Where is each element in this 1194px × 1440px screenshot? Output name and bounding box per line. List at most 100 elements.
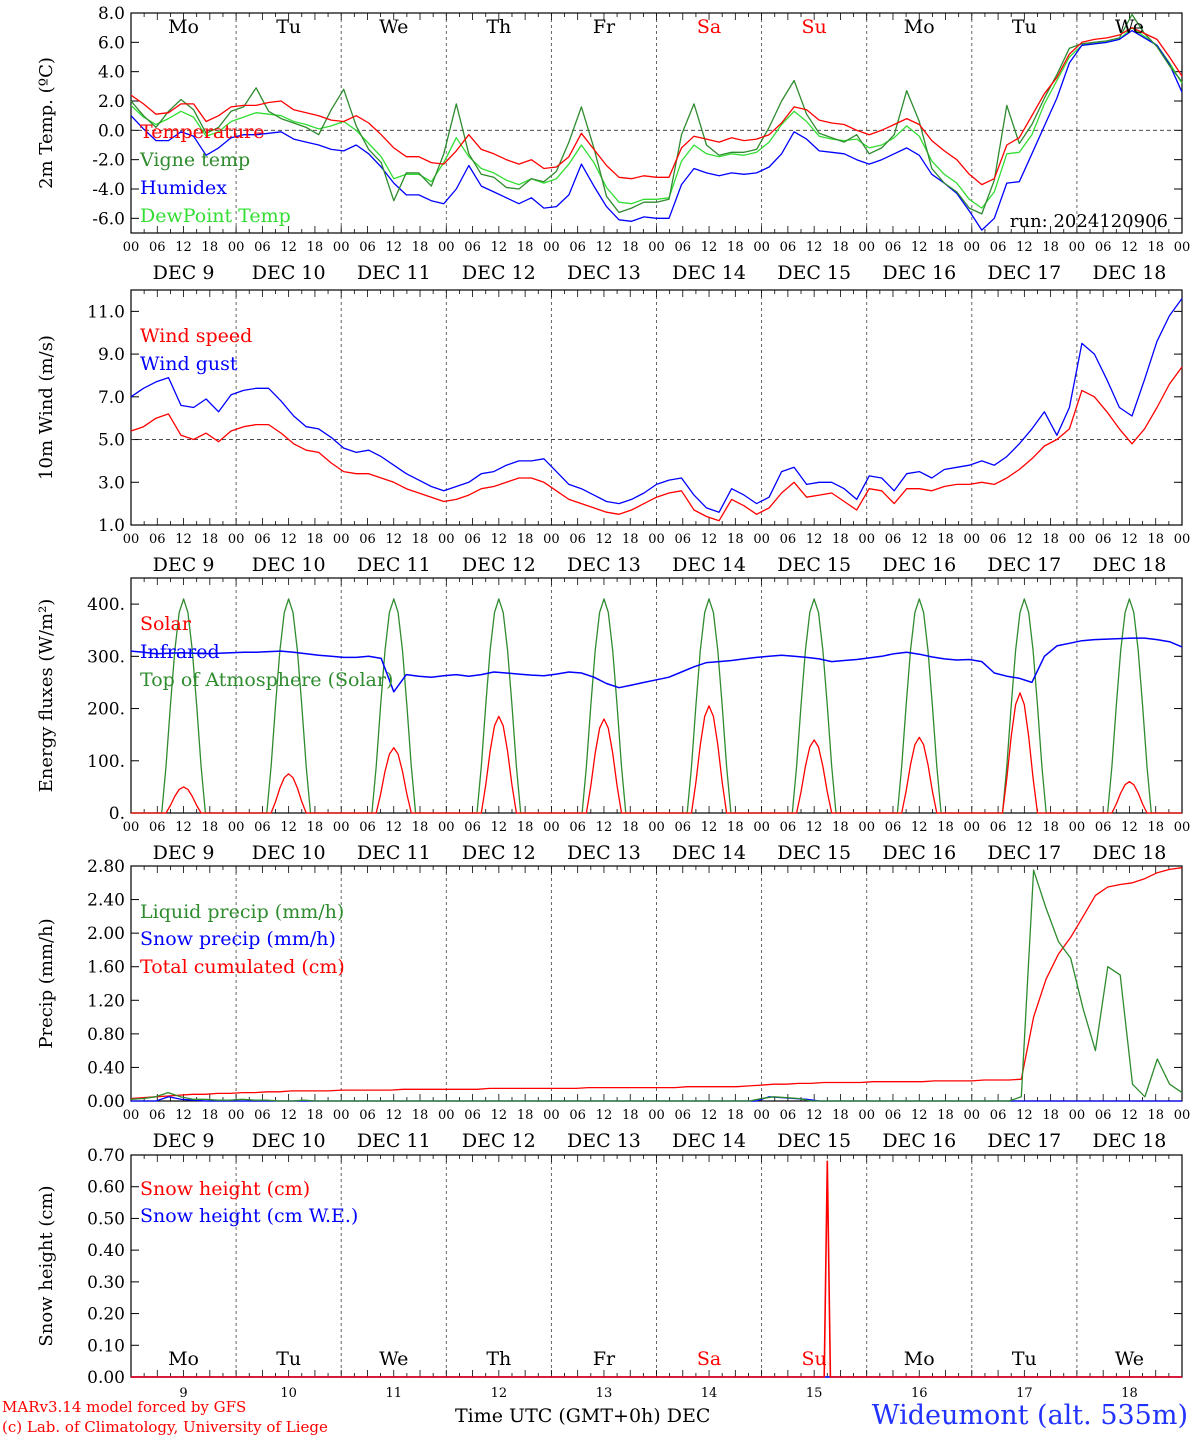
day-number: 15	[806, 1386, 823, 1401]
x-hour-label: 06	[569, 240, 586, 255]
x-day-label: DEC 15	[777, 1130, 851, 1152]
y-tick-label: 6.0	[98, 33, 125, 53]
y-tick-label: 0.40	[87, 1241, 125, 1261]
x-day-label: DEC 13	[567, 554, 641, 576]
day-name: Tu	[1012, 1348, 1037, 1370]
x-day-label: DEC 13	[567, 262, 641, 284]
legend-entry: Top of Atmosphere (Solar)	[140, 669, 393, 691]
day-name: We	[379, 1348, 408, 1370]
x-hour-label: 00	[648, 240, 665, 255]
legend-entry: Liquid precip (mm/h)	[140, 901, 344, 923]
x-day-label: DEC 12	[462, 262, 536, 284]
x-hour-label: 12	[806, 820, 823, 835]
x-hour-label: 00	[858, 1108, 875, 1123]
x-hour-label: 18	[832, 1108, 849, 1123]
day-name: Fr	[593, 1348, 616, 1370]
x-hour-label: 06	[675, 532, 692, 547]
x-hour-label: 12	[280, 820, 297, 835]
x-hour-label: 12	[806, 240, 823, 255]
x-hour-label: 06	[464, 1108, 481, 1123]
x-hour-label: 12	[280, 532, 297, 547]
y-tick-label: 0.40	[87, 1058, 125, 1078]
x-hour-label: 06	[149, 240, 166, 255]
day-name: Sa	[697, 16, 721, 38]
x-hour-label: 12	[491, 820, 508, 835]
x-hour-label: 06	[990, 820, 1007, 835]
x-hour-label: 06	[464, 820, 481, 835]
x-hour-label: 00	[543, 1108, 560, 1123]
x-hour-label: 12	[1016, 1108, 1033, 1123]
x-hour-label: 00	[438, 532, 455, 547]
x-hour-label: 06	[254, 1108, 271, 1123]
y-tick-label: 8.0	[98, 4, 125, 24]
x-hour-label: 18	[727, 532, 744, 547]
x-hour-label: 06	[569, 532, 586, 547]
x-day-label: DEC 16	[882, 842, 956, 864]
x-hour-label: 00	[228, 1108, 245, 1123]
day-number: 13	[596, 1386, 613, 1401]
x-hour-label: 12	[280, 1108, 297, 1123]
x-day-label: DEC 11	[357, 842, 431, 864]
x-hour-label: 12	[280, 240, 297, 255]
x-hour-label: 12	[596, 532, 613, 547]
x-hour-label: 00	[123, 820, 140, 835]
x-hour-label: 06	[1095, 820, 1112, 835]
x-hour-label: 18	[937, 820, 954, 835]
x-hour-label: 00	[1174, 820, 1191, 835]
x-hour-label: 06	[1095, 532, 1112, 547]
x-hour-label: 12	[596, 240, 613, 255]
x-hour-label: 12	[1121, 820, 1138, 835]
series-wind-gust	[130, 298, 1183, 513]
x-hour-label: 18	[307, 532, 324, 547]
x-hour-label: 00	[228, 532, 245, 547]
legend-entry: Wind gust	[140, 353, 238, 375]
y-tick-label: 2.00	[87, 924, 125, 944]
x-hour-label: 12	[701, 532, 718, 547]
legend-entry: Vigne temp	[139, 149, 250, 171]
day-name: Su	[802, 1348, 827, 1370]
x-hour-label: 18	[307, 240, 324, 255]
x-hour-label: 06	[675, 240, 692, 255]
x-hour-label: 18	[832, 532, 849, 547]
x-hour-label: 12	[385, 1108, 402, 1123]
day-name: Tu	[1012, 16, 1037, 38]
day-name: Th	[486, 1348, 511, 1370]
x-hour-label: 12	[175, 532, 192, 547]
x-hour-label: 12	[1016, 240, 1033, 255]
series-liquid-precip-mm-h-	[130, 869, 1183, 1102]
station-name: Wideumont (alt. 535m)	[871, 1400, 1188, 1431]
x-day-label: DEC 11	[357, 554, 431, 576]
x-hour-label: 12	[491, 532, 508, 547]
series-snow-height-cm-	[131, 1160, 1182, 1378]
x-day-label: DEC 16	[882, 1130, 956, 1152]
y-tick-label: 400.	[87, 595, 125, 615]
x-hour-label: 12	[385, 240, 402, 255]
x-hour-label: 06	[1095, 1108, 1112, 1123]
y-tick-label: 11.0	[87, 302, 125, 322]
y-tick-label: 0.10	[87, 1336, 125, 1356]
x-axis-label: Time UTC (GMT+0h)	[455, 1405, 661, 1427]
x-hour-label: 18	[1042, 532, 1059, 547]
series-temperature	[130, 27, 1183, 186]
x-hour-label: 06	[569, 1108, 586, 1123]
y-tick-label: 1.0	[98, 516, 125, 536]
x-hour-label: 00	[648, 532, 665, 547]
day-number: 18	[1121, 1386, 1138, 1401]
x-hour-label: 18	[412, 240, 429, 255]
x-hour-label: 00	[1069, 820, 1086, 835]
x-hour-label: 18	[307, 820, 324, 835]
y-tick-label: 0.30	[87, 1273, 125, 1293]
x-hour-label: 18	[1042, 240, 1059, 255]
x-hour-label: 12	[491, 1108, 508, 1123]
y-tick-label: 0.60	[87, 1178, 125, 1198]
y-axis-label: 2m Temp. (ºC)	[36, 57, 57, 189]
day-name: Mo	[904, 16, 935, 38]
series-dewpoint-temp	[130, 27, 1183, 209]
x-hour-label: 12	[175, 1108, 192, 1123]
x-day-label: DEC 18	[1093, 842, 1167, 864]
x-hour-label: 06	[149, 1108, 166, 1123]
y-tick-label: -2.0	[92, 151, 125, 171]
x-hour-label: 00	[753, 1108, 770, 1123]
y-axis-label: 10m Wind (m/s)	[36, 335, 57, 480]
legend-entry: Total cumulated (cm)	[140, 956, 345, 978]
